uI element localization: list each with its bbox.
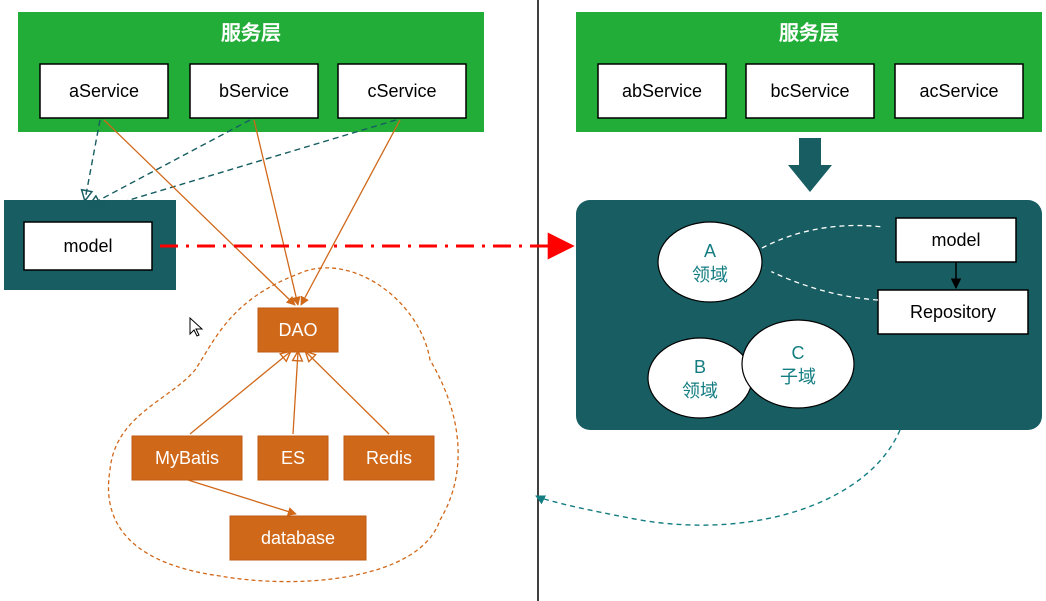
left-service-title: 服务层 bbox=[221, 20, 281, 44]
right-service-box-1-label: bcService bbox=[770, 81, 849, 101]
right-service-box-2-label: acService bbox=[919, 81, 998, 101]
cursor-icon bbox=[190, 318, 202, 336]
dao-box-label: DAO bbox=[278, 320, 317, 340]
domain-a-l1: A bbox=[704, 241, 716, 261]
domain-c-l1: C bbox=[792, 343, 805, 363]
left-service-box-1-label: bService bbox=[219, 81, 289, 101]
repository-box-label: Repository bbox=[910, 302, 996, 322]
curve-back-arrow bbox=[536, 430, 900, 525]
persist-box-2-label: Redis bbox=[366, 448, 412, 468]
arrow-svc-dao-2 bbox=[301, 120, 400, 305]
right-service-box-0-label: abService bbox=[622, 81, 702, 101]
domain-b-l1: B bbox=[694, 357, 706, 377]
arrow-mybatis-db bbox=[188, 480, 296, 514]
domain-a-l2: 领域 bbox=[692, 265, 728, 285]
arrow-dao-persist-2 bbox=[306, 352, 389, 434]
big-down-arrow bbox=[788, 138, 832, 192]
database-box-label: database bbox=[261, 528, 335, 548]
arrow-svc-dao-1 bbox=[254, 120, 298, 305]
right-service-title: 服务层 bbox=[779, 20, 839, 44]
arrow-dao-persist-1 bbox=[293, 352, 298, 434]
persist-box-1-label: ES bbox=[281, 448, 305, 468]
left-model-box-label: model bbox=[63, 236, 112, 256]
arrow-dao-persist-0 bbox=[190, 352, 290, 434]
arrow-svc-model-1 bbox=[90, 120, 250, 205]
right-model-box-label: model bbox=[931, 230, 980, 250]
domain-b-l2: 领域 bbox=[682, 381, 718, 401]
domain-a bbox=[658, 222, 762, 302]
architecture-diagram: 服务层 aService bService cService model DAO MyBat… bbox=[0, 0, 1046, 601]
domain-c bbox=[742, 320, 854, 408]
arrow-svc-model-2 bbox=[96, 120, 396, 210]
left-service-box-0-label: aService bbox=[69, 81, 139, 101]
domain-b bbox=[648, 338, 752, 418]
left-service-box-2-label: cService bbox=[367, 81, 436, 101]
domain-c-l2: 子域 bbox=[780, 367, 816, 387]
persist-box-0-label: MyBatis bbox=[155, 448, 219, 468]
